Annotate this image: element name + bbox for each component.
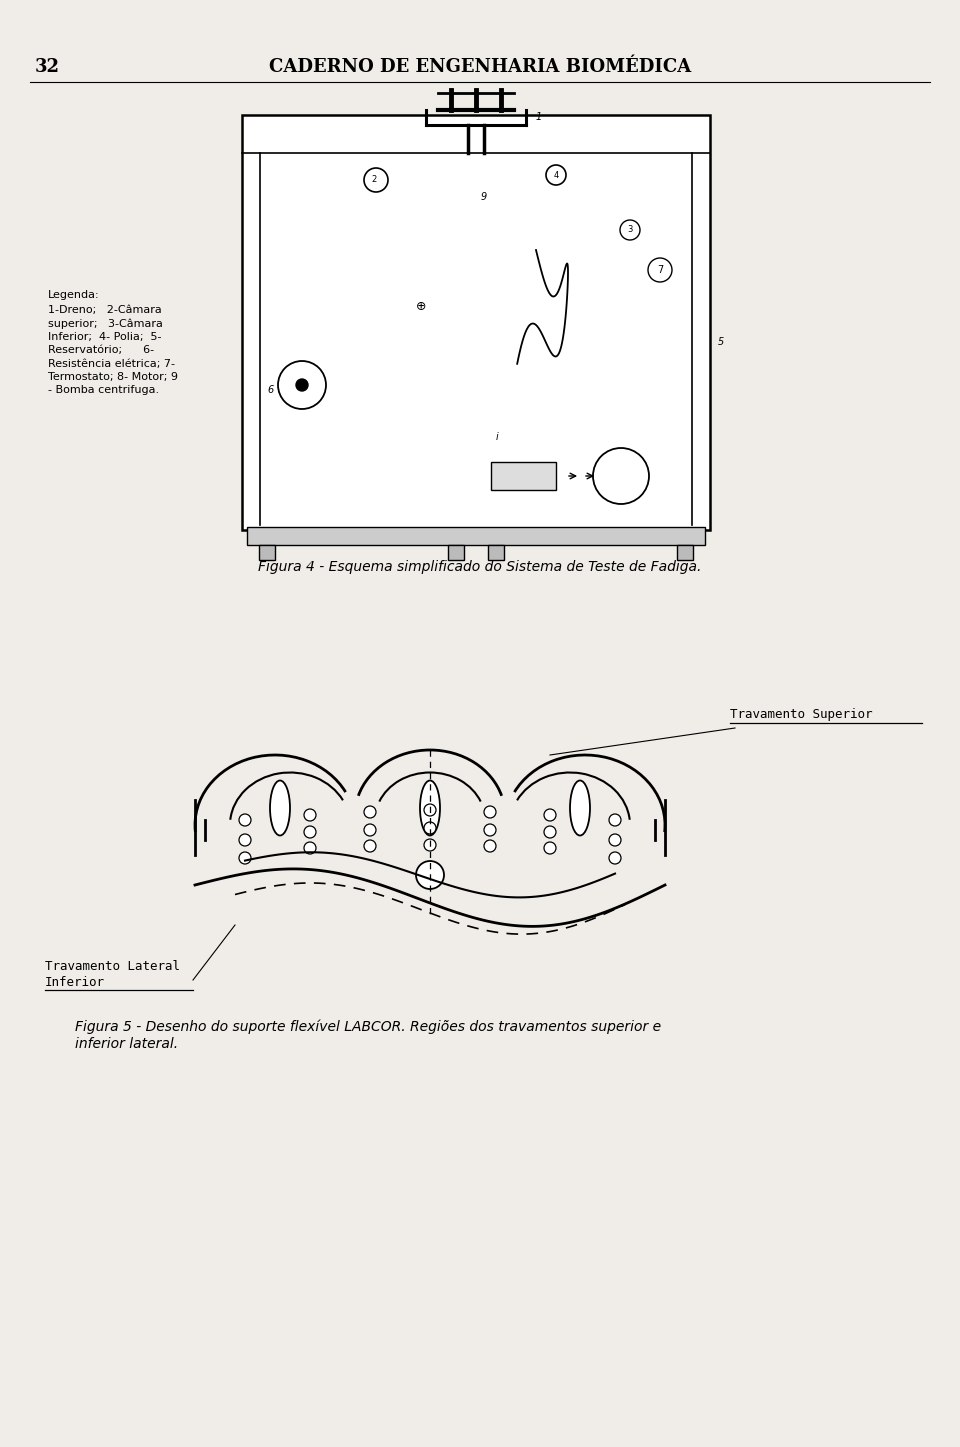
Circle shape bbox=[364, 823, 376, 836]
Text: 2: 2 bbox=[372, 175, 376, 185]
Text: i: i bbox=[496, 433, 499, 441]
Circle shape bbox=[544, 826, 556, 838]
Circle shape bbox=[424, 805, 436, 816]
Text: Figura 5 - Desenho do suporte flexível LABCOR. Regiões dos travamentos superior : Figura 5 - Desenho do suporte flexível L… bbox=[75, 1020, 661, 1051]
Text: Travamento Lateral
Inferior: Travamento Lateral Inferior bbox=[45, 959, 180, 988]
Bar bbox=[259, 546, 275, 560]
Text: 3: 3 bbox=[627, 226, 633, 234]
Circle shape bbox=[544, 809, 556, 820]
Circle shape bbox=[304, 826, 316, 838]
Circle shape bbox=[484, 841, 496, 852]
Circle shape bbox=[239, 815, 251, 826]
Circle shape bbox=[364, 841, 376, 852]
Circle shape bbox=[544, 842, 556, 854]
Circle shape bbox=[424, 839, 436, 851]
Text: 1: 1 bbox=[536, 111, 542, 122]
Bar bbox=[677, 546, 693, 560]
Bar bbox=[242, 114, 710, 530]
Bar bbox=[448, 546, 464, 560]
Text: 6: 6 bbox=[267, 385, 274, 395]
Text: 1-Dreno;   2-Câmara
superior;   3-Câmara
Inferior;  4- Polia;  5-
Reservatório; : 1-Dreno; 2-Câmara superior; 3-Câmara Inf… bbox=[48, 305, 178, 395]
Bar bbox=[247, 527, 705, 546]
Text: 9: 9 bbox=[481, 192, 488, 203]
Ellipse shape bbox=[270, 780, 290, 835]
Ellipse shape bbox=[570, 780, 590, 835]
Text: CADERNO DE ENGENHARIA BIOMÉDICA: CADERNO DE ENGENHARIA BIOMÉDICA bbox=[269, 58, 691, 77]
Ellipse shape bbox=[420, 780, 440, 835]
Text: 5: 5 bbox=[718, 337, 724, 347]
Text: ⊕: ⊕ bbox=[416, 300, 426, 313]
Circle shape bbox=[296, 379, 308, 391]
Text: 7: 7 bbox=[657, 265, 663, 275]
Text: Travamento Superior: Travamento Superior bbox=[730, 708, 873, 721]
Circle shape bbox=[609, 833, 621, 846]
Bar bbox=[491, 462, 556, 491]
Circle shape bbox=[609, 815, 621, 826]
Circle shape bbox=[424, 822, 436, 833]
Circle shape bbox=[364, 806, 376, 818]
Circle shape bbox=[484, 806, 496, 818]
Circle shape bbox=[239, 833, 251, 846]
Text: 4: 4 bbox=[553, 171, 559, 179]
Circle shape bbox=[304, 842, 316, 854]
Circle shape bbox=[416, 861, 444, 888]
Circle shape bbox=[239, 852, 251, 864]
Text: Figura 4 - Esquema simplificado do Sistema de Teste de Fadiga.: Figura 4 - Esquema simplificado do Siste… bbox=[258, 560, 702, 574]
Text: Legenda:: Legenda: bbox=[48, 289, 100, 300]
Bar bbox=[488, 546, 504, 560]
Circle shape bbox=[304, 809, 316, 820]
Text: 32: 32 bbox=[35, 58, 60, 77]
Circle shape bbox=[609, 852, 621, 864]
Circle shape bbox=[484, 823, 496, 836]
